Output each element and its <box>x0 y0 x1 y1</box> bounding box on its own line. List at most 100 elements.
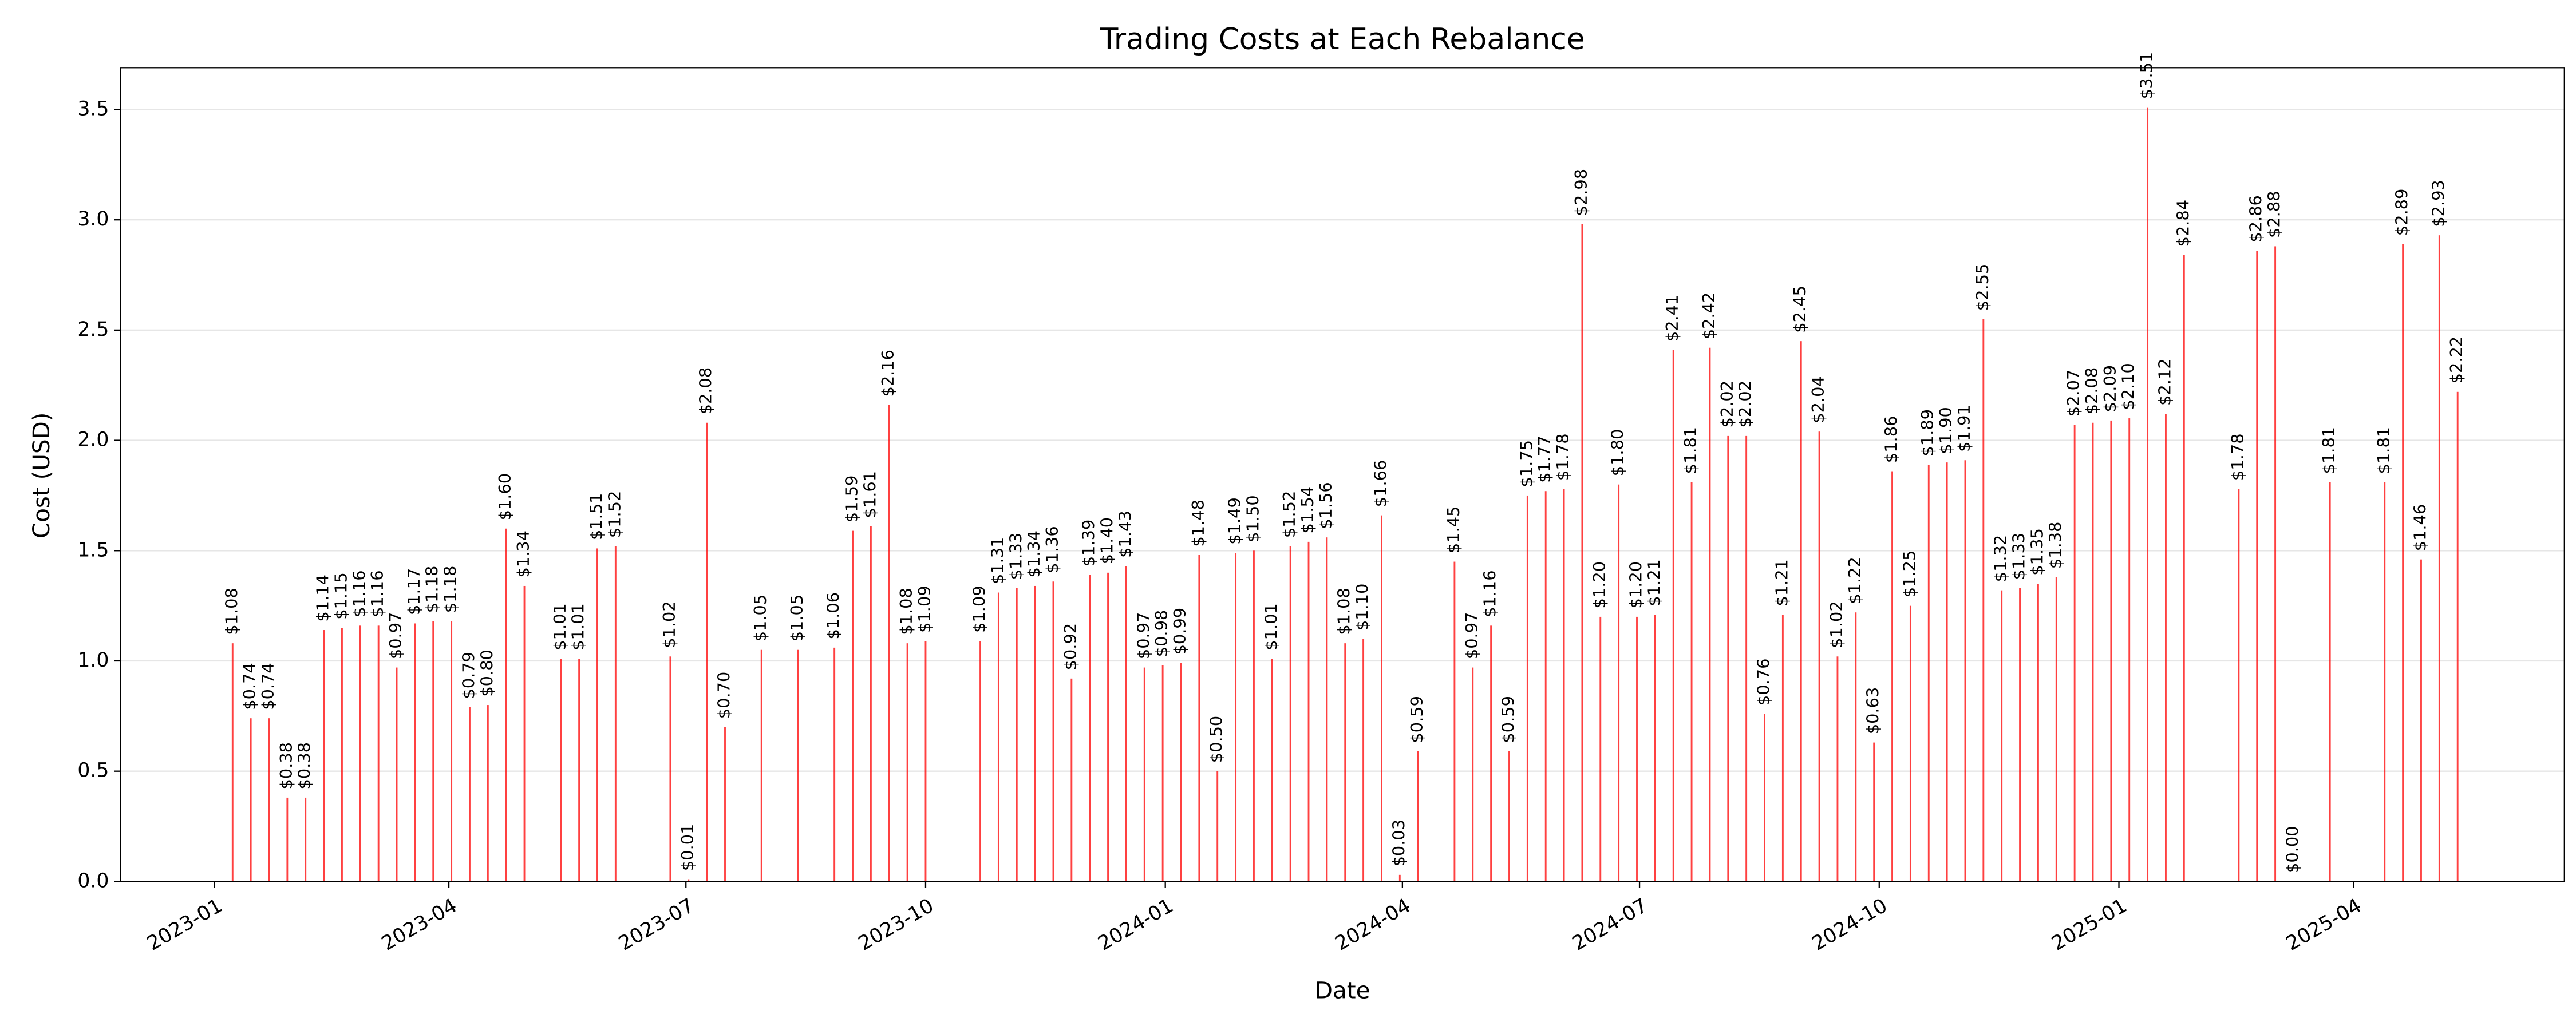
bar <box>451 621 453 882</box>
bar <box>286 797 289 882</box>
value-label: $1.66 <box>1370 460 1390 508</box>
value-label: $1.09 <box>970 585 989 633</box>
value-label: $1.25 <box>1899 550 1919 598</box>
value-label: $1.18 <box>422 566 442 613</box>
bar <box>396 667 398 882</box>
value-label: $1.32 <box>1991 535 2010 583</box>
value-label: $1.49 <box>1225 497 1244 545</box>
bar <box>1289 546 1291 882</box>
value-label: $0.63 <box>1863 687 1883 735</box>
value-label: $1.01 <box>1261 603 1281 651</box>
bar <box>1490 625 1492 882</box>
bar <box>1891 471 1893 882</box>
bar <box>2183 255 2185 882</box>
bar <box>1070 678 1073 882</box>
value-label: $1.02 <box>659 601 679 648</box>
bar <box>1052 581 1054 882</box>
bar <box>2037 584 2039 882</box>
value-label: $1.39 <box>1079 520 1099 567</box>
y-tick-label: 2.0 <box>77 429 109 451</box>
bar <box>2092 422 2094 882</box>
value-label: $2.04 <box>1808 376 1828 423</box>
bar <box>1125 566 1127 882</box>
value-label: $1.05 <box>750 595 770 642</box>
value-label: $1.20 <box>1626 561 1646 609</box>
value-label: $1.10 <box>1353 583 1372 631</box>
value-label: $1.89 <box>1918 409 1937 457</box>
value-label: $1.81 <box>2319 427 2338 474</box>
bar <box>2110 420 2112 882</box>
value-label: $1.20 <box>1590 561 1609 609</box>
value-label: $2.88 <box>2265 191 2284 238</box>
bar <box>2329 482 2331 882</box>
bar <box>688 879 690 882</box>
bar <box>1909 605 1911 882</box>
value-label: $1.17 <box>404 568 424 616</box>
value-label: $2.10 <box>2119 363 2138 410</box>
bar <box>1964 460 1966 882</box>
value-label: $1.38 <box>2045 522 2065 569</box>
value-label: $1.90 <box>1936 407 1955 454</box>
bar <box>359 625 361 882</box>
bar <box>1271 659 1273 882</box>
bar <box>1563 489 1565 882</box>
bar <box>1508 751 1510 882</box>
value-label: $2.42 <box>1699 292 1718 340</box>
value-label: $1.14 <box>313 575 333 622</box>
bar <box>1381 515 1382 882</box>
value-label: $0.97 <box>1133 612 1153 660</box>
bar <box>578 659 580 882</box>
bar <box>2055 577 2057 882</box>
value-label: $1.91 <box>1954 405 1974 452</box>
value-label: $2.45 <box>1790 286 1809 333</box>
value-label: $0.80 <box>477 649 496 697</box>
bar <box>1089 575 1091 882</box>
value-label: $0.79 <box>459 652 478 699</box>
value-label: $1.60 <box>495 473 515 521</box>
x-tick-label: 2024-10 <box>1808 894 1891 956</box>
value-label: $1.06 <box>824 592 843 640</box>
bar <box>1745 435 1748 882</box>
bar <box>414 623 416 882</box>
value-label: $1.05 <box>787 595 807 642</box>
value-label: $1.81 <box>2374 427 2393 474</box>
bar <box>2147 107 2149 882</box>
value-label: $0.74 <box>240 663 259 710</box>
value-label: $1.78 <box>2228 433 2247 481</box>
value-label: $2.12 <box>2155 358 2174 406</box>
value-label: $0.38 <box>276 742 296 790</box>
value-label: $1.45 <box>1444 506 1463 554</box>
bar <box>997 592 999 882</box>
value-label: $1.75 <box>1516 440 1536 488</box>
bar <box>2402 244 2404 882</box>
value-label: $1.54 <box>1298 486 1317 534</box>
bar <box>2128 418 2131 882</box>
bar <box>1836 656 1839 882</box>
bar <box>797 649 799 882</box>
value-label: $1.21 <box>1644 559 1664 607</box>
value-label: $1.52 <box>605 491 624 538</box>
bar <box>1344 643 1346 882</box>
x-tick-label: 2023-07 <box>615 894 698 956</box>
value-label: $1.46 <box>2410 504 2429 552</box>
bar <box>1727 435 1729 882</box>
x-tick-label: 2024-01 <box>1094 894 1177 956</box>
value-label: $2.02 <box>1717 381 1737 428</box>
y-tick-label: 0.5 <box>77 759 109 782</box>
value-label: $1.16 <box>368 570 387 617</box>
bar <box>1398 874 1401 882</box>
bar <box>1599 616 1602 882</box>
x-tick-label: 2025-04 <box>2282 894 2365 956</box>
x-axis-label: Date <box>1315 977 1370 1004</box>
value-label: $1.01 <box>568 603 588 651</box>
bar <box>1016 588 1018 882</box>
value-label: $1.59 <box>842 476 862 523</box>
bar <box>1781 615 1784 882</box>
value-label: $2.93 <box>2428 180 2448 227</box>
value-label: $1.51 <box>586 493 606 540</box>
value-label: $1.48 <box>1188 500 1208 547</box>
x-tick-label: 2023-01 <box>143 894 226 956</box>
value-label: $2.89 <box>2392 189 2412 236</box>
y-tick-label: 1.0 <box>77 649 109 672</box>
